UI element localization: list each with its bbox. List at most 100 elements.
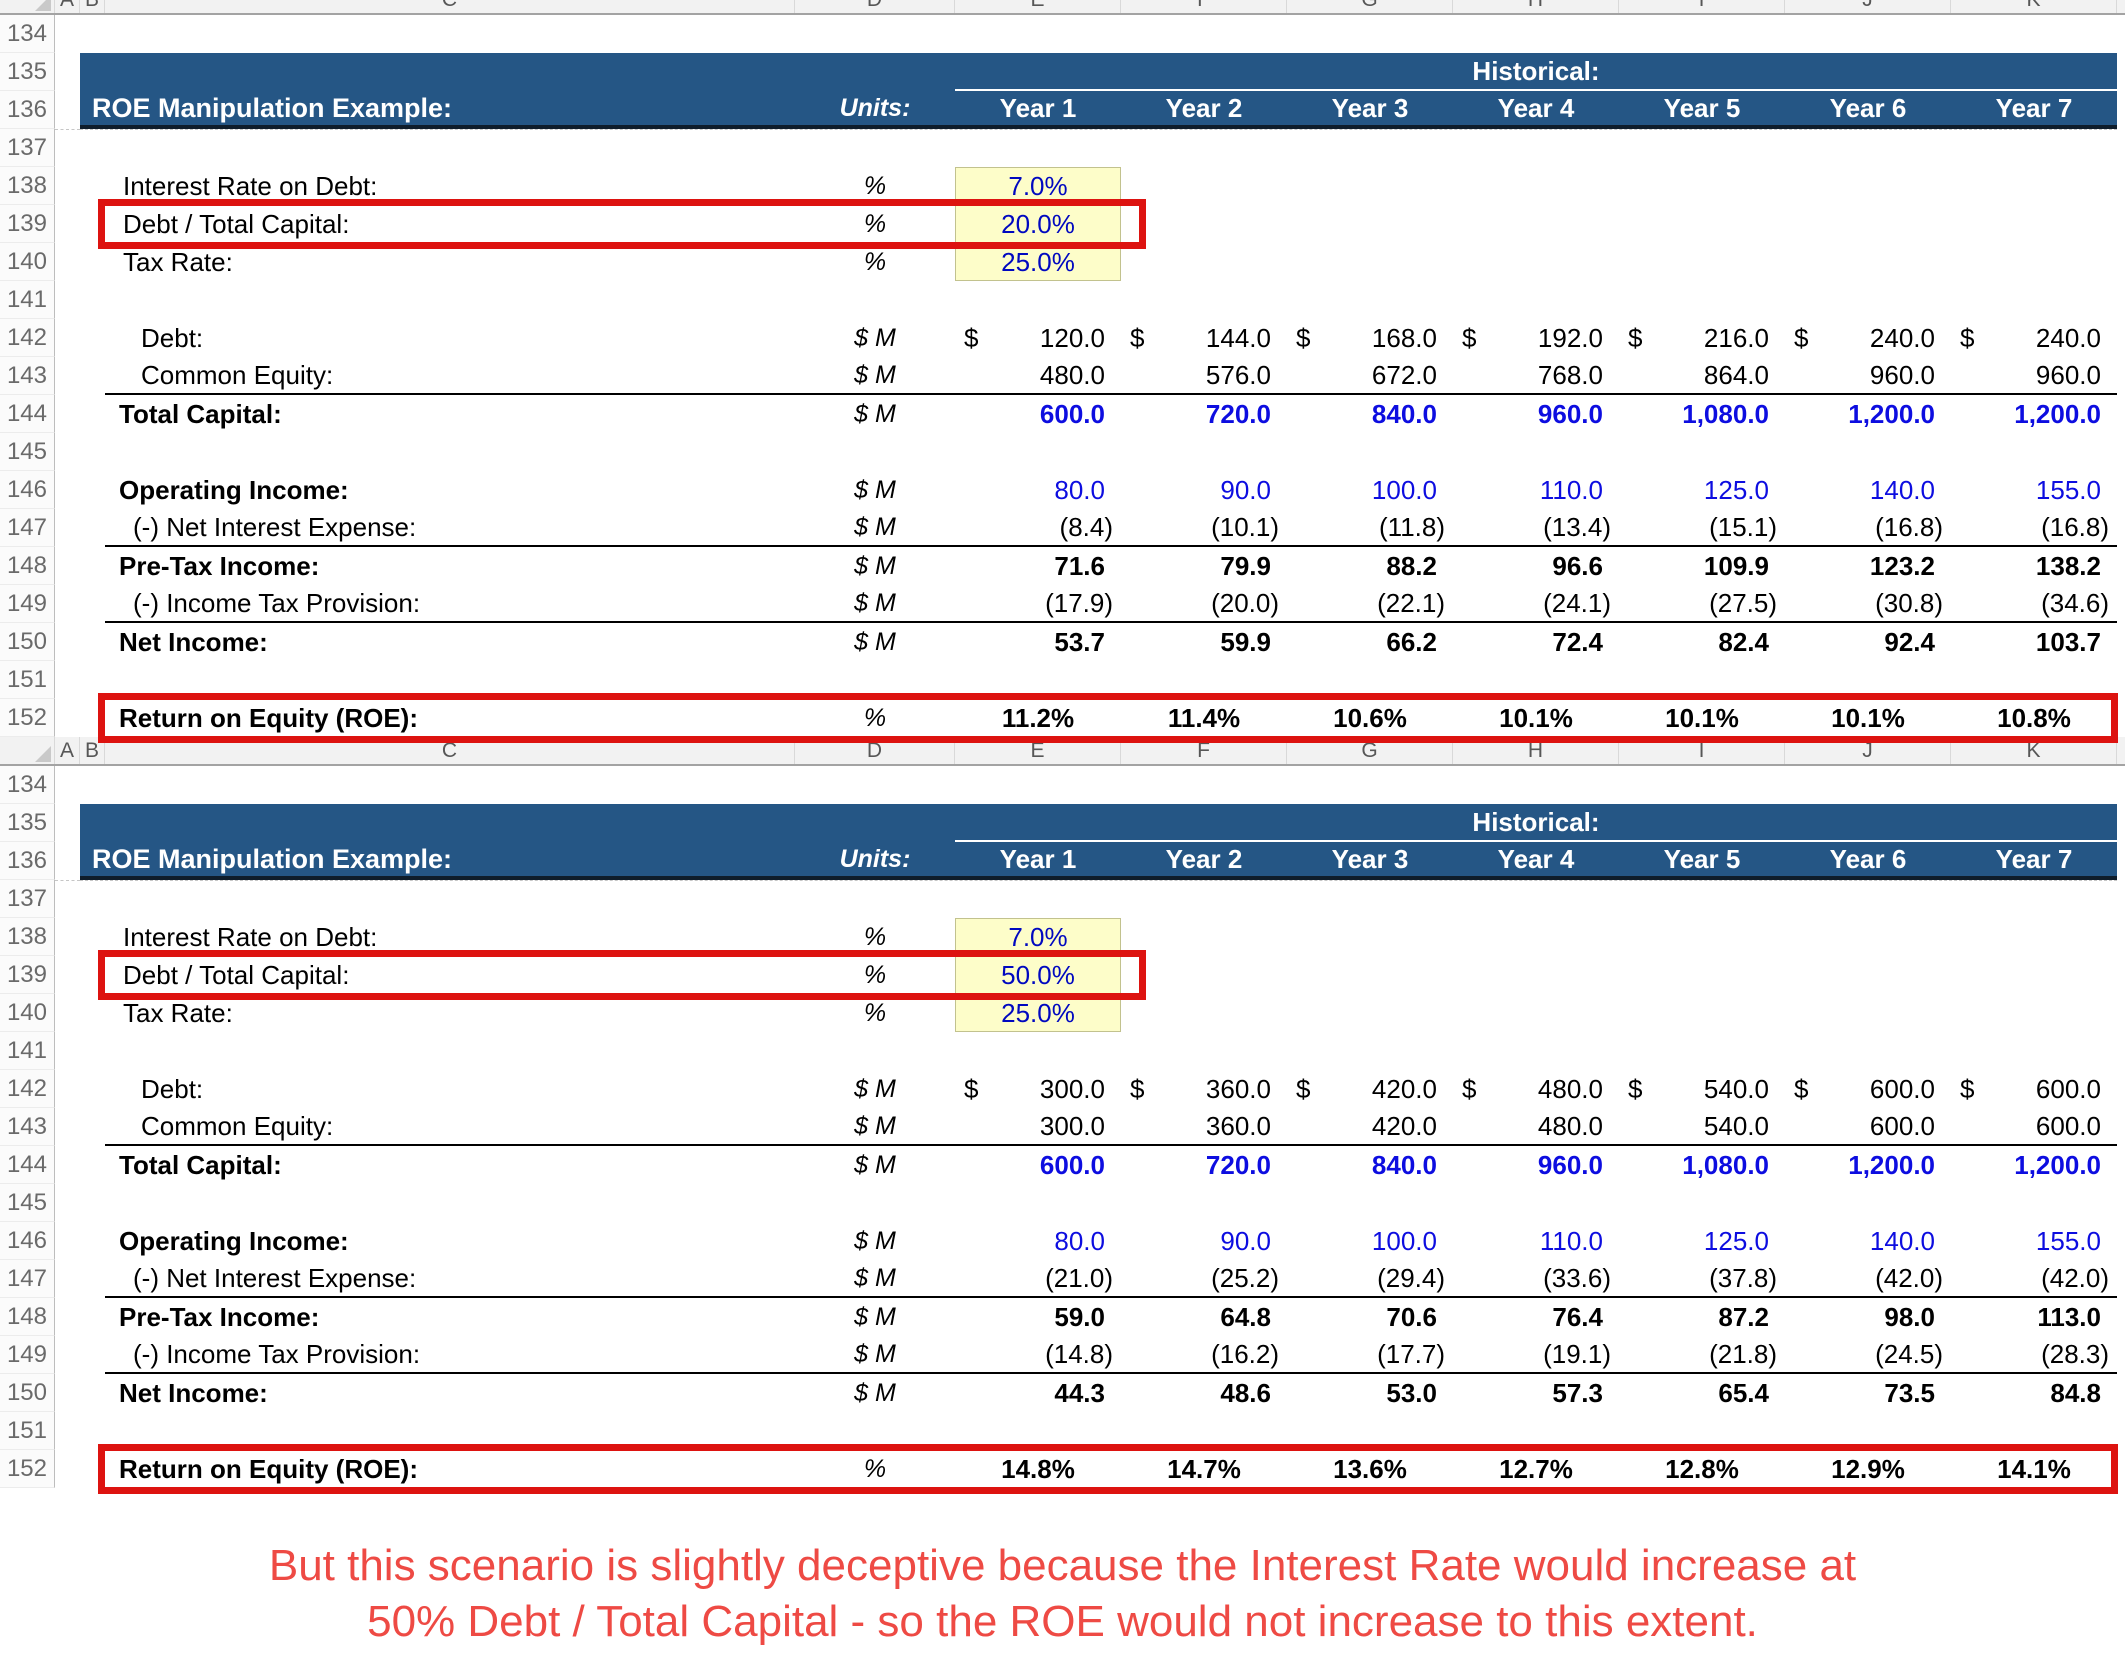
value-debt-y2[interactable]: $144.0: [1121, 319, 1287, 357]
value-total-capital-y4[interactable]: 960.0: [1537, 1149, 1603, 1180]
column-header-a[interactable]: A: [55, 0, 80, 13]
value-debt-y2[interactable]: $360.0: [1121, 1070, 1287, 1108]
value-common-equity-y2[interactable]: 576.0: [1121, 357, 1287, 395]
value-return-on-equity-roe-y2[interactable]: 14.7%: [1167, 1453, 1241, 1484]
value-net-income-y1[interactable]: 53.7: [1054, 626, 1105, 657]
column-header-a[interactable]: A: [55, 737, 80, 764]
value-return-on-equity-roe-y7[interactable]: 10.8%: [1997, 702, 2071, 733]
units-pre-tax-income[interactable]: $ M: [854, 551, 896, 580]
value-net-income-y7[interactable]: 84.8: [2050, 1377, 2101, 1408]
value-net-income-y4[interactable]: 57.3: [1552, 1377, 1603, 1408]
label-net-income[interactable]: Net Income:: [119, 626, 268, 657]
value-return-on-equity-roe-y2[interactable]: 11.4%: [1167, 702, 1241, 733]
label-operating-income[interactable]: Operating Income:: [119, 474, 349, 505]
row-header-150[interactable]: 150: [0, 1374, 55, 1412]
row-header-134[interactable]: 134: [0, 15, 55, 53]
value-total-capital-y6[interactable]: 1,200.0: [1848, 1149, 1935, 1180]
units-common-equity[interactable]: $ M: [795, 1108, 955, 1146]
value-common-equity-y7[interactable]: 960.0: [1951, 357, 2117, 395]
row-header-135[interactable]: 135: [0, 53, 55, 91]
value-debt-y5[interactable]: $216.0: [1619, 319, 1785, 357]
value-income-tax-provision-y6[interactable]: (24.5): [1785, 1336, 1951, 1374]
value-net-interest-expense-y3[interactable]: (11.8): [1287, 509, 1453, 547]
value-net-income-y6[interactable]: 92.4: [1884, 626, 1935, 657]
value-common-equity-y5[interactable]: 864.0: [1619, 357, 1785, 395]
label-debt[interactable]: Debt:: [141, 1073, 204, 1104]
label-income-tax-provision[interactable]: (-) Income Tax Provision:: [105, 1336, 795, 1374]
row-header-141[interactable]: 141: [0, 1032, 55, 1070]
value-net-income-y4[interactable]: 72.4: [1552, 626, 1603, 657]
label-common-equity[interactable]: Common Equity:: [105, 357, 795, 395]
value-net-interest-expense-y5[interactable]: (15.1): [1619, 509, 1785, 547]
label-tax-rate[interactable]: Tax Rate:: [123, 997, 233, 1028]
units-operating-income[interactable]: $ M: [854, 1226, 896, 1255]
value-net-interest-expense-y1[interactable]: (21.0): [955, 1260, 1121, 1298]
value-net-income-y3[interactable]: 66.2: [1386, 626, 1437, 657]
value-income-tax-provision-y1[interactable]: (17.9): [955, 585, 1121, 623]
value-return-on-equity-roe-y5[interactable]: 10.1%: [1665, 702, 1739, 733]
units-tax-rate[interactable]: %: [863, 247, 887, 276]
label-net-income[interactable]: Net Income:: [119, 1377, 268, 1408]
value-net-income-y7[interactable]: 103.7: [2035, 626, 2101, 657]
row-header-143[interactable]: 143: [0, 1108, 55, 1146]
value-debt-y6[interactable]: $240.0: [1785, 319, 1951, 357]
label-total-capital[interactable]: Total Capital:: [119, 398, 282, 429]
value-pre-tax-income-y6[interactable]: 123.2: [1869, 550, 1935, 581]
row-header-145[interactable]: 145: [0, 1184, 55, 1222]
value-operating-income-y3[interactable]: 100.0: [1371, 474, 1437, 505]
column-header-b[interactable]: B: [80, 0, 105, 13]
value-return-on-equity-roe-y3[interactable]: 10.6%: [1333, 702, 1407, 733]
column-header-g[interactable]: G: [1287, 737, 1453, 764]
column-header-j[interactable]: J: [1785, 737, 1951, 764]
row-header-149[interactable]: 149: [0, 585, 55, 623]
label-interest-rate-on-debt[interactable]: Interest Rate on Debt:: [123, 170, 378, 201]
label-tax-rate[interactable]: Tax Rate:: [123, 246, 233, 277]
value-income-tax-provision-y5[interactable]: (21.8): [1619, 1336, 1785, 1374]
row-header-148[interactable]: 148: [0, 547, 55, 585]
row-header-152[interactable]: 152: [0, 1450, 55, 1488]
value-net-interest-expense-y4[interactable]: (33.6): [1453, 1260, 1619, 1298]
row-header-138[interactable]: 138: [0, 167, 55, 205]
value-net-interest-expense-y4[interactable]: (13.4): [1453, 509, 1619, 547]
units-return-on-equity-roe[interactable]: %: [863, 1454, 887, 1483]
value-total-capital-y7[interactable]: 1,200.0: [2014, 1149, 2101, 1180]
value-net-interest-expense-y2[interactable]: (25.2): [1121, 1260, 1287, 1298]
value-income-tax-provision-y3[interactable]: (17.7): [1287, 1336, 1453, 1374]
units-debt[interactable]: $ M: [854, 1074, 896, 1103]
units-interest-rate-on-debt[interactable]: %: [863, 922, 887, 951]
units-net-income[interactable]: $ M: [854, 1378, 896, 1407]
column-header-i[interactable]: I: [1619, 0, 1785, 13]
row-header-149[interactable]: 149: [0, 1336, 55, 1374]
row-header-145[interactable]: 145: [0, 433, 55, 471]
column-header-e[interactable]: E: [955, 0, 1121, 13]
value-income-tax-provision-y2[interactable]: (16.2): [1121, 1336, 1287, 1374]
value-return-on-equity-roe-y1[interactable]: 11.2%: [1001, 702, 1075, 733]
value-total-capital-y1[interactable]: 600.0: [1039, 1149, 1105, 1180]
value-pre-tax-income-y5[interactable]: 109.9: [1703, 550, 1769, 581]
value-pre-tax-income-y5[interactable]: 87.2: [1718, 1301, 1769, 1332]
label-net-interest-expense[interactable]: (-) Net Interest Expense:: [105, 1260, 795, 1298]
row-header-138[interactable]: 138: [0, 918, 55, 956]
column-header-c[interactable]: C: [105, 0, 795, 13]
value-pre-tax-income-y3[interactable]: 70.6: [1386, 1301, 1437, 1332]
value-pre-tax-income-y4[interactable]: 96.6: [1552, 550, 1603, 581]
value-return-on-equity-roe-y1[interactable]: 14.8%: [1001, 1453, 1075, 1484]
input-debt-total-capital[interactable]: 50.0%: [955, 956, 1121, 994]
value-pre-tax-income-y1[interactable]: 59.0: [1054, 1301, 1105, 1332]
value-net-income-y2[interactable]: 48.6: [1220, 1377, 1271, 1408]
value-total-capital-y5[interactable]: 1,080.0: [1682, 1149, 1769, 1180]
select-all-corner[interactable]: [0, 0, 55, 13]
value-operating-income-y1[interactable]: 80.0: [1054, 1225, 1105, 1256]
value-common-equity-y7[interactable]: 600.0: [1951, 1108, 2117, 1146]
value-net-income-y3[interactable]: 53.0: [1386, 1377, 1437, 1408]
row-header-148[interactable]: 148: [0, 1298, 55, 1336]
value-common-equity-y6[interactable]: 960.0: [1785, 357, 1951, 395]
value-total-capital-y6[interactable]: 1,200.0: [1848, 398, 1935, 429]
value-income-tax-provision-y7[interactable]: (28.3): [1951, 1336, 2117, 1374]
value-net-interest-expense-y7[interactable]: (16.8): [1951, 509, 2117, 547]
value-net-income-y5[interactable]: 82.4: [1718, 626, 1769, 657]
label-pre-tax-income[interactable]: Pre-Tax Income:: [119, 550, 320, 581]
units-total-capital[interactable]: $ M: [854, 399, 896, 428]
column-header-f[interactable]: F: [1121, 737, 1287, 764]
value-common-equity-y2[interactable]: 360.0: [1121, 1108, 1287, 1146]
